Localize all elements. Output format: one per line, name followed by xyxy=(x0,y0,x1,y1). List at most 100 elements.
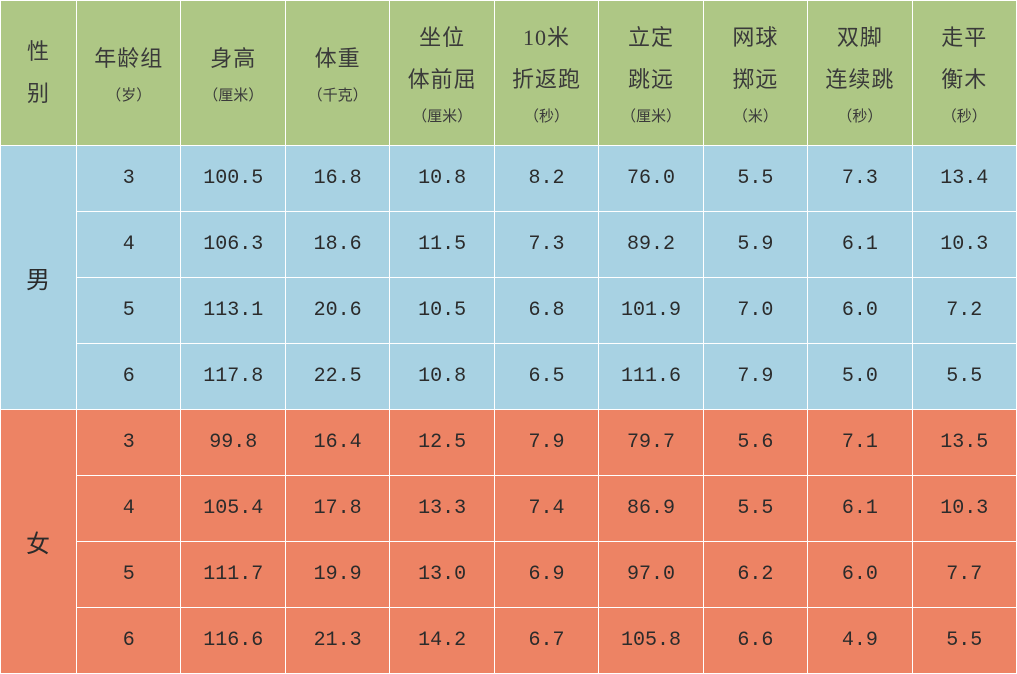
value-cell: 117.8 xyxy=(181,344,285,410)
col-header-label: 10米折返跑 xyxy=(497,17,596,101)
col-header-unit: （厘米） xyxy=(601,105,700,129)
value-cell: 7.1 xyxy=(808,410,912,476)
col-header-8: 双脚连续跳（秒） xyxy=(808,1,912,146)
col-header-label: 身高 xyxy=(183,38,282,80)
value-cell: 7.2 xyxy=(912,278,1016,344)
col-header-unit: （秒） xyxy=(915,105,1014,129)
value-cell: 7.0 xyxy=(703,278,807,344)
value-cell: 17.8 xyxy=(285,476,389,542)
value-cell: 8.2 xyxy=(494,146,598,212)
col-header-label: 走平衡木 xyxy=(915,17,1014,101)
table-row: 6117.822.510.86.5111.67.95.05.5 xyxy=(1,344,1017,410)
value-cell: 5.5 xyxy=(703,146,807,212)
value-cell: 100.5 xyxy=(181,146,285,212)
value-cell: 99.8 xyxy=(181,410,285,476)
col-header-0: 性别 xyxy=(1,1,77,146)
value-cell: 16.4 xyxy=(285,410,389,476)
col-header-6: 立定跳远 （厘米） xyxy=(599,1,703,146)
fitness-standards-table: 性别年龄组（岁）身高（厘米）体重（千克）坐位体前屈（厘米）10米折返跑（秒）立定… xyxy=(0,0,1017,673)
age-cell: 3 xyxy=(77,410,181,476)
value-cell: 20.6 xyxy=(285,278,389,344)
value-cell: 5.9 xyxy=(703,212,807,278)
value-cell: 79.7 xyxy=(599,410,703,476)
value-cell: 10.8 xyxy=(390,146,494,212)
value-cell: 76.0 xyxy=(599,146,703,212)
col-header-7: 网球掷远 （米） xyxy=(703,1,807,146)
value-cell: 4.9 xyxy=(808,608,912,674)
gender-label: 男 xyxy=(1,146,77,410)
value-cell: 14.2 xyxy=(390,608,494,674)
col-header-unit: （千克） xyxy=(288,84,387,108)
value-cell: 6.8 xyxy=(494,278,598,344)
col-header-label: 立定跳远 xyxy=(601,17,700,101)
value-cell: 21.3 xyxy=(285,608,389,674)
col-header-unit: （厘米） xyxy=(183,84,282,108)
table-row: 6116.621.314.26.7105.86.64.95.5 xyxy=(1,608,1017,674)
col-header-label: 体重 xyxy=(288,38,387,80)
value-cell: 13.4 xyxy=(912,146,1016,212)
value-cell: 116.6 xyxy=(181,608,285,674)
value-cell: 5.5 xyxy=(912,344,1016,410)
col-header-unit: （秒） xyxy=(497,105,596,129)
col-header-9: 走平衡木 （秒） xyxy=(912,1,1016,146)
table-row: 5111.719.913.06.997.06.26.07.7 xyxy=(1,542,1017,608)
value-cell: 6.7 xyxy=(494,608,598,674)
gender-label: 女 xyxy=(1,410,77,674)
value-cell: 97.0 xyxy=(599,542,703,608)
col-header-5: 10米折返跑 （秒） xyxy=(494,1,598,146)
table: 性别年龄组（岁）身高（厘米）体重（千克）坐位体前屈（厘米）10米折返跑（秒）立定… xyxy=(0,0,1017,674)
value-cell: 7.9 xyxy=(703,344,807,410)
col-header-unit: （厘米） xyxy=(392,105,491,129)
table-row: 4105.417.813.37.486.95.56.110.3 xyxy=(1,476,1017,542)
col-header-4: 坐位体前屈 （厘米） xyxy=(390,1,494,146)
value-cell: 105.8 xyxy=(599,608,703,674)
value-cell: 113.1 xyxy=(181,278,285,344)
value-cell: 86.9 xyxy=(599,476,703,542)
col-header-unit: （米） xyxy=(706,105,805,129)
col-header-label: 网球掷远 xyxy=(706,17,805,101)
value-cell: 18.6 xyxy=(285,212,389,278)
value-cell: 105.4 xyxy=(181,476,285,542)
value-cell: 6.1 xyxy=(808,212,912,278)
table-row: 4106.318.611.57.389.25.96.110.3 xyxy=(1,212,1017,278)
age-cell: 3 xyxy=(77,146,181,212)
value-cell: 6.5 xyxy=(494,344,598,410)
table-row: 男3100.516.810.88.276.05.57.313.4 xyxy=(1,146,1017,212)
value-cell: 11.5 xyxy=(390,212,494,278)
value-cell: 13.3 xyxy=(390,476,494,542)
col-header-1: 年龄组 （岁） xyxy=(77,1,181,146)
value-cell: 5.5 xyxy=(703,476,807,542)
value-cell: 111.7 xyxy=(181,542,285,608)
col-header-label: 双脚连续跳 xyxy=(810,17,909,101)
value-cell: 6.2 xyxy=(703,542,807,608)
table-row: 5113.120.610.56.8101.97.06.07.2 xyxy=(1,278,1017,344)
value-cell: 7.9 xyxy=(494,410,598,476)
age-cell: 6 xyxy=(77,608,181,674)
value-cell: 106.3 xyxy=(181,212,285,278)
value-cell: 7.3 xyxy=(494,212,598,278)
col-header-3: 体重 （千克） xyxy=(285,1,389,146)
col-header-label: 坐位体前屈 xyxy=(392,17,491,101)
value-cell: 6.0 xyxy=(808,542,912,608)
value-cell: 6.6 xyxy=(703,608,807,674)
table-header-row: 性别年龄组（岁）身高（厘米）体重（千克）坐位体前屈（厘米）10米折返跑（秒）立定… xyxy=(1,1,1017,146)
age-cell: 5 xyxy=(77,542,181,608)
col-header-label: 年龄组 xyxy=(79,38,178,80)
value-cell: 10.5 xyxy=(390,278,494,344)
value-cell: 10.3 xyxy=(912,212,1016,278)
value-cell: 111.6 xyxy=(599,344,703,410)
col-header-label: 性别 xyxy=(3,31,74,115)
value-cell: 13.0 xyxy=(390,542,494,608)
value-cell: 13.5 xyxy=(912,410,1016,476)
col-header-unit: （岁） xyxy=(79,84,178,108)
value-cell: 10.8 xyxy=(390,344,494,410)
age-cell: 5 xyxy=(77,278,181,344)
table-row: 女399.816.412.57.979.75.67.113.5 xyxy=(1,410,1017,476)
value-cell: 16.8 xyxy=(285,146,389,212)
value-cell: 22.5 xyxy=(285,344,389,410)
value-cell: 5.0 xyxy=(808,344,912,410)
value-cell: 5.6 xyxy=(703,410,807,476)
age-cell: 4 xyxy=(77,212,181,278)
value-cell: 7.3 xyxy=(808,146,912,212)
value-cell: 10.3 xyxy=(912,476,1016,542)
